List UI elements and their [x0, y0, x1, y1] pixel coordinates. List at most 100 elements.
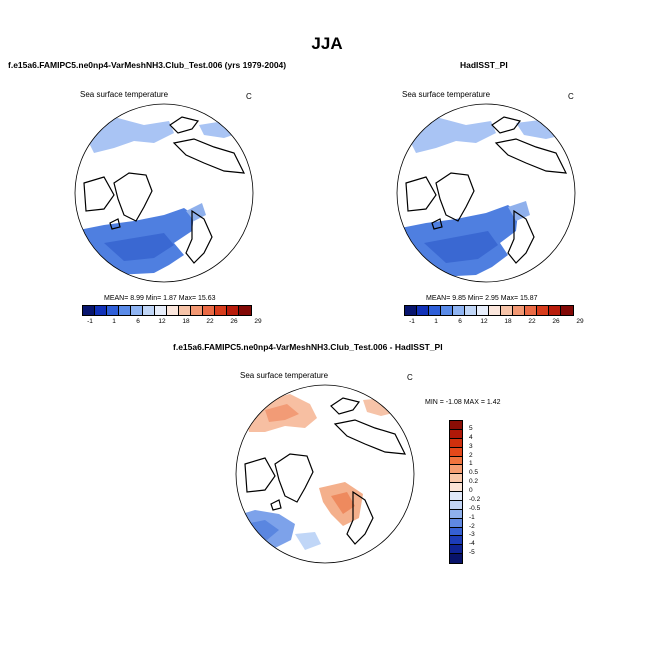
diff-coast-siberia — [333, 419, 407, 455]
colorbar-box — [179, 306, 191, 315]
obs-sst-atlantic-patch-dark — [424, 231, 498, 263]
obs-mean-label: MEAN= — [426, 295, 451, 302]
colorbar-tick-label: -5 — [469, 549, 475, 557]
colorbar-box — [450, 554, 462, 563]
colorbar-box — [450, 500, 462, 510]
obs-coast-canada — [405, 176, 437, 212]
obs-panel-title: HadISST_PI — [460, 60, 508, 70]
model-polar-map — [74, 103, 254, 283]
colorbar-box — [450, 421, 462, 430]
diff-polar-map — [235, 384, 415, 564]
colorbar-box — [155, 306, 167, 315]
colorbar-box — [203, 306, 215, 315]
colorbar-tick-label: 22 — [206, 318, 214, 325]
colorbar-box — [450, 509, 462, 519]
diff-coast-canada — [244, 457, 276, 493]
colorbar-tick-label: 29 — [254, 318, 262, 325]
colorbar-box — [131, 306, 143, 315]
colorbar-box — [450, 456, 462, 466]
colorbar-tick-label: -0.5 — [469, 504, 481, 512]
model-max-label: Max= — [178, 295, 197, 302]
diff-warm-norwegian-core — [331, 492, 355, 514]
colorbar-box — [417, 306, 429, 315]
colorbar-box — [450, 518, 462, 528]
model-coast-siberia — [172, 138, 246, 174]
colorbar-box — [450, 474, 462, 484]
colorbar-box — [83, 306, 95, 315]
colorbar-box — [95, 306, 107, 315]
diff-coast-greenland — [274, 453, 314, 503]
colorbar-box — [525, 306, 537, 315]
colorbar-tick-label: -1 — [469, 513, 475, 521]
obs-coast-scandinavia — [507, 209, 535, 264]
colorbar-box — [143, 306, 155, 315]
diff-warm-pacific-core — [265, 404, 299, 422]
obs-max-label: Max= — [500, 295, 519, 302]
colorbar-tick-label: 6 — [458, 318, 462, 325]
figure-title: JJA — [311, 34, 343, 53]
model-variable-label: Sea surface temperature — [80, 90, 169, 99]
colorbar-box — [501, 306, 513, 315]
model-mean-value: 8.99 — [130, 295, 144, 302]
colorbar-box — [561, 306, 573, 315]
diff-cool-labrador-patch — [295, 532, 321, 550]
obs-stats: MEAN= 9.85 Min= 2.95 Max= 15.87 — [426, 295, 538, 302]
colorbar-tick-label: 1 — [469, 460, 473, 468]
colorbar-tick-label: 0.5 — [469, 469, 479, 477]
colorbar-tick-label: 0.2 — [469, 478, 479, 486]
colorbar-tick-label: 1 — [112, 318, 116, 325]
colorbar-box — [450, 483, 462, 492]
obs-units-label: C — [568, 92, 574, 101]
colorbar-tick-label: 3 — [469, 442, 473, 450]
colorbar-tick-label: 12 — [480, 318, 488, 325]
model-coast-iceland — [109, 218, 121, 230]
model-max-value: 15.63 — [198, 295, 216, 302]
colorbar-box — [239, 306, 251, 315]
colorbar-box — [450, 536, 462, 546]
diff-stats: MIN = -1.08 MAX = 1.42 — [425, 399, 501, 406]
obs-sst-pacific-patch — [406, 117, 496, 153]
model-sst-atlantic-patch-dark — [104, 233, 174, 261]
colorbar-box — [513, 306, 525, 315]
colorbar-tick-label: 2 — [469, 451, 473, 459]
colorbar-box — [477, 306, 489, 315]
model-sst-pacific-patch — [84, 117, 174, 153]
model-panel-title: f.e15a6.FAMIPC5.ne0np4-VarMeshNH3.Club_T… — [8, 60, 287, 70]
colorbar-tick-label: -4 — [469, 540, 475, 548]
colorbar-box — [450, 527, 462, 537]
colorbar-box — [215, 306, 227, 315]
diff-units-label: C — [407, 373, 413, 382]
colorbar-box — [537, 306, 549, 315]
obs-coast-siberia — [494, 138, 568, 174]
colorbar-box — [441, 306, 453, 315]
colorbar-box — [227, 306, 239, 315]
obs-min-value: 2.95 — [485, 295, 499, 302]
obs-mean-value: 9.85 — [452, 295, 466, 302]
obs-colorbar — [404, 305, 574, 316]
model-colorbar — [82, 305, 252, 316]
colorbar-box — [405, 306, 417, 315]
colorbar-tick-label: -2 — [469, 522, 475, 530]
colorbar-tick-label: 5 — [469, 424, 473, 432]
colorbar-tick-label: 18 — [504, 318, 512, 325]
model-stats: MEAN= 8.99 Min= 1.87 Max= 15.63 — [104, 295, 216, 302]
model-min-label: Min= — [145, 295, 162, 302]
colorbar-tick-label: -3 — [469, 531, 475, 539]
colorbar-tick-label: -1 — [409, 318, 415, 325]
colorbar-box — [453, 306, 465, 315]
colorbar-box — [450, 545, 462, 555]
colorbar-box — [549, 306, 561, 315]
model-units-label: C — [246, 92, 252, 101]
colorbar-box — [450, 447, 462, 457]
obs-polar-map — [396, 103, 576, 283]
colorbar-box — [450, 465, 462, 475]
colorbar-tick-label: 1 — [434, 318, 438, 325]
colorbar-box — [489, 306, 501, 315]
colorbar-tick-label: 29 — [576, 318, 584, 325]
obs-min-label: Min= — [467, 295, 484, 302]
model-coast-greenland — [113, 172, 153, 222]
obs-coast-alaska — [491, 116, 522, 134]
diff-colorbar — [449, 420, 463, 564]
colorbar-box — [429, 306, 441, 315]
colorbar-box — [167, 306, 179, 315]
